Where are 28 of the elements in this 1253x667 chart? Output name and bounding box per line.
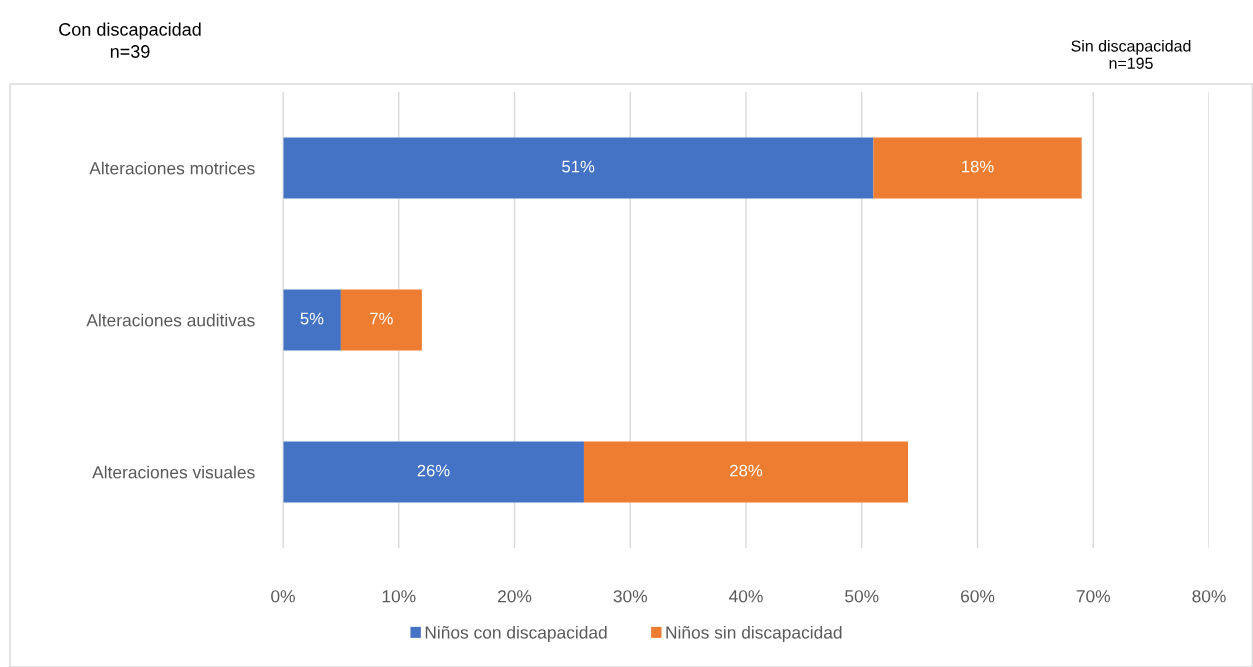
text: 18% — [962, 160, 994, 173]
y-tick-label: Alteraciones visuales — [92, 465, 255, 479]
bar — [283, 289, 341, 351]
y-tick-label: Alteraciones auditivas — [86, 313, 255, 327]
text: 26% — [417, 464, 450, 477]
bar — [340, 289, 422, 351]
text: 7% — [370, 312, 393, 325]
legend-label: Niños sin discapacidad — [666, 625, 842, 643]
bar — [873, 137, 1082, 199]
x-tick-label: 60% — [961, 590, 995, 603]
text: 51% — [562, 160, 595, 173]
text: 5% — [300, 312, 324, 325]
x-tick-label: 70% — [1076, 590, 1111, 603]
bar — [583, 441, 909, 503]
x-tick-label: 30% — [613, 590, 648, 603]
x-tick-label: 20% — [498, 590, 532, 603]
bar — [283, 441, 584, 503]
x-tick-label: 0% — [271, 590, 295, 603]
text: 28% — [730, 464, 763, 477]
text: Con discapacidad n=39 — [59, 22, 201, 58]
x-tick-label: 50% — [845, 590, 879, 603]
bar — [283, 137, 874, 199]
x-tick-label: 40% — [729, 590, 763, 603]
y-tick-label: Alteraciones motrices — [89, 161, 255, 175]
legend-label: Niños con discapacidad — [425, 625, 607, 643]
text: Sin discapacidad n=195 — [1071, 39, 1191, 69]
x-tick-label: 80% — [1192, 590, 1226, 603]
x-tick-label: 10% — [382, 590, 416, 603]
